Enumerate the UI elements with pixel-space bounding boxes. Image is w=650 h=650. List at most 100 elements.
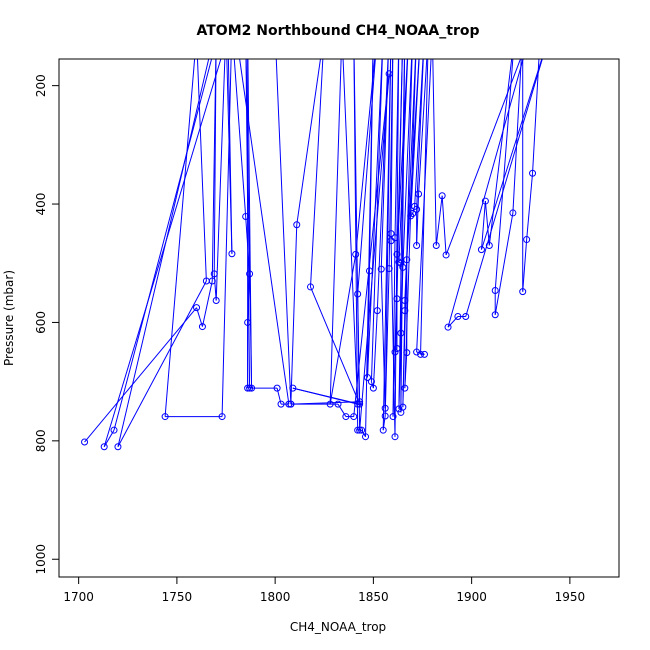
data-point bbox=[393, 250, 401, 258]
data-point bbox=[202, 277, 210, 285]
series-segment bbox=[447, 59, 524, 328]
data-point bbox=[389, 413, 397, 421]
y-tick-label: 400 bbox=[34, 193, 48, 216]
x-tick-label: 1850 bbox=[358, 590, 389, 604]
data-point bbox=[110, 426, 118, 434]
data-point bbox=[417, 350, 425, 358]
data-point bbox=[354, 290, 362, 298]
data-point bbox=[100, 443, 108, 451]
series-segment bbox=[164, 59, 196, 417]
data-point bbox=[212, 297, 220, 305]
series-segment bbox=[382, 415, 386, 431]
series-segment bbox=[117, 280, 207, 447]
series-segment bbox=[353, 73, 390, 417]
series-segment bbox=[480, 59, 543, 250]
data-point bbox=[379, 426, 387, 434]
data-point bbox=[442, 251, 450, 259]
y-axis-label: Pressure (mbar) bbox=[2, 270, 16, 366]
data-point bbox=[367, 378, 375, 386]
data-point bbox=[403, 349, 411, 357]
series-segment bbox=[117, 59, 210, 447]
data-point bbox=[397, 259, 405, 267]
plot-marks bbox=[81, 29, 553, 451]
series-segment bbox=[390, 59, 394, 234]
data-point bbox=[350, 413, 358, 421]
y-tick-label: 200 bbox=[34, 74, 48, 97]
data-point bbox=[285, 400, 293, 408]
data-point bbox=[377, 265, 385, 273]
data-point bbox=[391, 234, 399, 242]
series-segment bbox=[368, 59, 374, 271]
data-point bbox=[358, 426, 366, 434]
series-segment bbox=[435, 195, 443, 246]
series-segment bbox=[384, 268, 390, 416]
series-segment bbox=[410, 213, 414, 217]
data-point bbox=[547, 29, 553, 35]
series-segment bbox=[465, 59, 543, 317]
data-point bbox=[385, 265, 393, 273]
data-point bbox=[334, 400, 342, 408]
data-point bbox=[413, 348, 421, 356]
data-point bbox=[161, 413, 169, 421]
series-segment bbox=[227, 59, 233, 254]
series-segment bbox=[221, 59, 232, 417]
series-segment bbox=[445, 59, 522, 256]
series-segment bbox=[329, 254, 357, 405]
data-point bbox=[198, 323, 206, 331]
data-point bbox=[509, 209, 517, 217]
data-point bbox=[218, 413, 226, 421]
data-point bbox=[399, 263, 407, 271]
series-segment bbox=[494, 59, 514, 291]
data-point bbox=[307, 283, 315, 291]
data-point bbox=[529, 169, 537, 177]
data-point bbox=[369, 384, 377, 392]
data-point bbox=[326, 400, 334, 408]
y-tick-label: 800 bbox=[34, 429, 48, 452]
data-point bbox=[403, 256, 411, 264]
series-segment bbox=[394, 59, 399, 238]
data-point bbox=[287, 400, 295, 408]
data-point bbox=[397, 329, 405, 337]
x-tick-label: 1900 bbox=[456, 590, 487, 604]
data-point bbox=[528, 29, 534, 35]
data-point bbox=[381, 412, 389, 420]
x-axis-label: CH4_NOAA_trop bbox=[290, 620, 386, 634]
series-segment bbox=[357, 59, 376, 295]
data-point bbox=[246, 384, 254, 392]
data-point bbox=[356, 398, 364, 406]
series-segment bbox=[402, 59, 413, 268]
data-point bbox=[444, 323, 452, 331]
series-segment bbox=[353, 59, 359, 431]
series-segment bbox=[441, 195, 447, 255]
series-segment bbox=[370, 59, 383, 382]
data-point bbox=[537, 29, 543, 35]
series-segment bbox=[447, 316, 459, 328]
data-point bbox=[454, 313, 462, 321]
series-segment bbox=[398, 333, 402, 409]
data-point bbox=[354, 426, 362, 434]
data-point bbox=[395, 405, 403, 413]
series-segment bbox=[196, 59, 207, 282]
series-segment bbox=[292, 387, 358, 405]
series-segment bbox=[380, 59, 389, 270]
data-point bbox=[401, 297, 409, 305]
data-point bbox=[519, 288, 527, 296]
series-segment bbox=[394, 59, 403, 353]
x-tick-label: 1950 bbox=[555, 590, 586, 604]
series-segment bbox=[290, 224, 298, 405]
series-segment bbox=[233, 59, 247, 217]
series-segment bbox=[398, 59, 405, 409]
data-point bbox=[485, 241, 493, 249]
data-point bbox=[432, 241, 440, 249]
data-point bbox=[523, 236, 531, 244]
data-point bbox=[356, 426, 364, 434]
data-point bbox=[342, 413, 350, 421]
data-point bbox=[512, 29, 518, 35]
data-point bbox=[289, 384, 297, 392]
data-point bbox=[381, 404, 389, 412]
series-segment bbox=[394, 59, 400, 437]
data-point bbox=[413, 241, 421, 249]
series-segment bbox=[526, 173, 534, 240]
series-segment bbox=[432, 59, 437, 246]
